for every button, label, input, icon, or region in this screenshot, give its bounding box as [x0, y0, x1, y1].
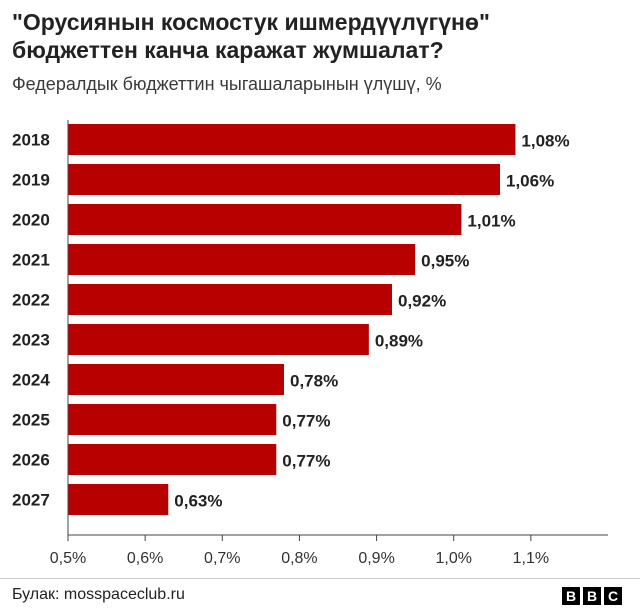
category-label: 2024 — [12, 371, 50, 390]
data-label: 0,92% — [398, 292, 446, 311]
bar — [68, 124, 516, 155]
bbc-logo: B B C — [562, 587, 622, 605]
bbc-logo-letter: B — [562, 587, 580, 605]
x-tick-label: 0,6% — [127, 550, 163, 567]
data-label: 1,01% — [467, 212, 515, 231]
category-label: 2023 — [12, 331, 50, 350]
category-label: 2027 — [12, 491, 50, 510]
data-label: 1,06% — [506, 172, 554, 191]
chart-title-line-1: "Орусиянын космостук ишмердүүлүгүнө" — [12, 9, 490, 35]
bar — [68, 284, 392, 315]
category-label: 2026 — [12, 451, 50, 470]
chart-title: "Орусиянын космостук ишмердүүлүгүнө" бюд… — [12, 8, 628, 64]
data-label: 0,78% — [290, 372, 338, 391]
category-label: 2018 — [12, 131, 50, 150]
data-label: 0,77% — [282, 452, 330, 471]
x-tick-label: 0,7% — [204, 550, 240, 567]
data-label: 0,95% — [421, 252, 469, 271]
bar — [68, 444, 277, 475]
bar — [68, 164, 500, 195]
bar — [68, 364, 284, 395]
x-tick-label: 1,0% — [435, 550, 471, 567]
bar-chart: 2018 1,08% 2019 1,06% 2020 1,01% 2021 0,95% 2022… — [12, 120, 608, 567]
bar — [68, 404, 277, 435]
chart-title-line-2: бюджеттен канча каражат жумшалат? — [12, 37, 444, 63]
source-note: Булак: mosspaceclub.ru — [12, 586, 185, 603]
bar — [68, 244, 416, 275]
bbc-logo-letter: B — [583, 587, 601, 605]
bbc-logo-letter: C — [604, 587, 622, 605]
bar — [68, 204, 462, 235]
footer-divider — [0, 578, 640, 579]
category-label: 2020 — [12, 211, 50, 230]
x-tick-label: 0,8% — [281, 550, 317, 567]
data-label: 1,08% — [521, 132, 569, 151]
category-label: 2025 — [12, 411, 50, 430]
data-label: 0,89% — [375, 332, 423, 351]
chart-subtitle: Федералдык бюджеттин чыгашаларынын үлүшү… — [12, 74, 442, 94]
x-tick-label: 0,5% — [50, 550, 86, 567]
x-tick-label: 1,1% — [513, 550, 549, 567]
bar — [68, 484, 169, 515]
category-label: 2022 — [12, 291, 50, 310]
data-label: 0,77% — [282, 412, 330, 431]
category-label: 2021 — [12, 251, 50, 270]
category-label: 2019 — [12, 171, 50, 190]
x-tick-label: 0,9% — [358, 550, 394, 567]
bar — [68, 324, 369, 355]
data-label: 0,63% — [174, 492, 222, 511]
